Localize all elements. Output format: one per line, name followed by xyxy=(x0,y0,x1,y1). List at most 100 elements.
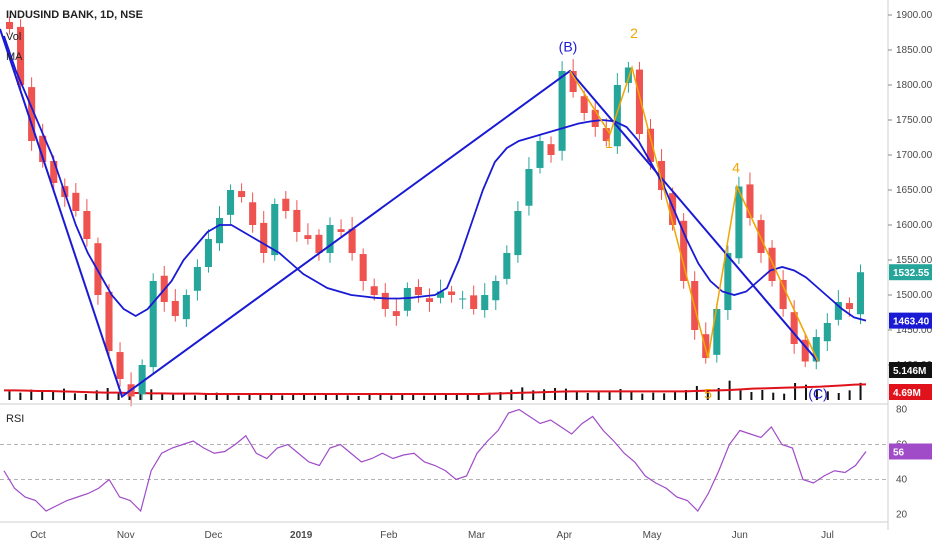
candle-body xyxy=(669,193,677,225)
volume-bar xyxy=(674,391,677,400)
candle-body xyxy=(249,202,257,225)
volume-bar xyxy=(215,392,218,400)
volume-bar xyxy=(237,395,240,400)
volume-bar xyxy=(488,392,491,400)
time-tick-label: Jul xyxy=(821,530,834,541)
candle-body xyxy=(138,365,146,395)
price-tick-label: 1800.00 xyxy=(896,80,932,91)
candle-body xyxy=(492,281,500,301)
volume-bar xyxy=(324,394,327,400)
elliott-abc-line xyxy=(0,28,819,399)
elliott-label: (C) xyxy=(808,386,827,402)
volume-bar xyxy=(248,394,251,400)
ma-value-tag: 1463.40 xyxy=(893,317,930,328)
candle-body xyxy=(680,220,688,281)
volume-bar xyxy=(204,394,207,400)
candle-body xyxy=(28,87,36,141)
volume-bar xyxy=(783,393,786,400)
volume-bar xyxy=(761,390,764,400)
candle-body xyxy=(271,204,279,256)
candle-body xyxy=(105,291,113,351)
last-price-tag: 1532.55 xyxy=(893,268,930,279)
candle-body xyxy=(204,239,212,267)
candle-body xyxy=(613,85,621,147)
candle-body xyxy=(227,190,235,215)
volume-bar xyxy=(401,395,404,400)
candle-body xyxy=(624,67,632,83)
candle-body xyxy=(746,184,754,218)
candle-body xyxy=(768,247,776,281)
volume-bar xyxy=(117,392,120,400)
time-tick-label: Jun xyxy=(732,530,748,541)
candle-body xyxy=(503,253,511,279)
volume-bar xyxy=(575,391,578,400)
volume-bar xyxy=(73,393,76,400)
grid xyxy=(0,444,888,480)
volume-bar xyxy=(684,390,687,400)
volume-bar xyxy=(466,394,469,400)
volume-bar xyxy=(837,393,840,400)
elliott-label: 1 xyxy=(605,135,613,151)
volume-bar xyxy=(303,394,306,400)
volume-bar xyxy=(84,394,87,400)
volume-bar xyxy=(193,395,196,400)
candle-body xyxy=(293,209,301,232)
candle-body xyxy=(779,279,787,309)
volume-bar xyxy=(434,395,436,400)
candle-body xyxy=(713,309,721,355)
candle-body xyxy=(845,303,853,309)
volume-bar xyxy=(564,388,567,400)
volume-bar xyxy=(532,390,535,400)
time-tick-label: Mar xyxy=(468,530,486,541)
price-tick-label: 1450.00 xyxy=(896,325,932,336)
candle-body xyxy=(149,281,157,368)
candle-body xyxy=(370,286,378,295)
volume-value-tag-bg xyxy=(889,362,932,378)
volume-bar xyxy=(292,394,295,400)
volume-bar xyxy=(608,390,611,400)
candle-body xyxy=(17,26,25,85)
candle-body xyxy=(436,291,445,298)
price-tick-label: 1900.00 xyxy=(896,10,932,21)
volume-bar xyxy=(554,388,557,400)
candle-body xyxy=(658,160,666,190)
price-tick-label: 1750.00 xyxy=(896,115,932,126)
candle-body xyxy=(392,311,400,316)
volume-bar xyxy=(804,384,807,400)
volume-bar xyxy=(412,394,415,400)
volume-bar xyxy=(717,388,720,400)
volume-bar xyxy=(379,393,382,400)
rsi-tick-label: 80 xyxy=(896,405,908,416)
elliott-label: 2 xyxy=(630,25,638,41)
volume-bar xyxy=(597,392,600,400)
time-tick-label: Oct xyxy=(30,530,46,541)
time-tick-label: Dec xyxy=(205,530,223,541)
volume-bar xyxy=(19,392,22,400)
rsi-panel xyxy=(3,408,867,513)
candle-body xyxy=(702,334,710,358)
volume-bar xyxy=(95,390,98,400)
volume-bar xyxy=(750,392,753,400)
volume-bar xyxy=(41,391,44,400)
moving-average-line xyxy=(3,35,867,322)
volume-bar xyxy=(826,391,829,400)
candle-body xyxy=(812,337,820,362)
candle-body xyxy=(359,254,367,281)
volume-bar xyxy=(368,394,371,400)
volume-bar xyxy=(739,390,742,400)
candle-body xyxy=(724,253,732,311)
candle-body xyxy=(646,128,655,162)
candle-body xyxy=(5,22,14,29)
candle-body xyxy=(348,228,356,253)
volume-bar xyxy=(641,393,644,400)
volume-bar xyxy=(63,388,66,400)
candle-body xyxy=(823,323,831,342)
volume-bar xyxy=(106,388,109,400)
elliott-label: 4 xyxy=(732,160,740,176)
candle-body xyxy=(569,71,577,92)
candle-body xyxy=(591,109,599,127)
candles xyxy=(5,16,865,407)
candle-body xyxy=(790,312,798,344)
